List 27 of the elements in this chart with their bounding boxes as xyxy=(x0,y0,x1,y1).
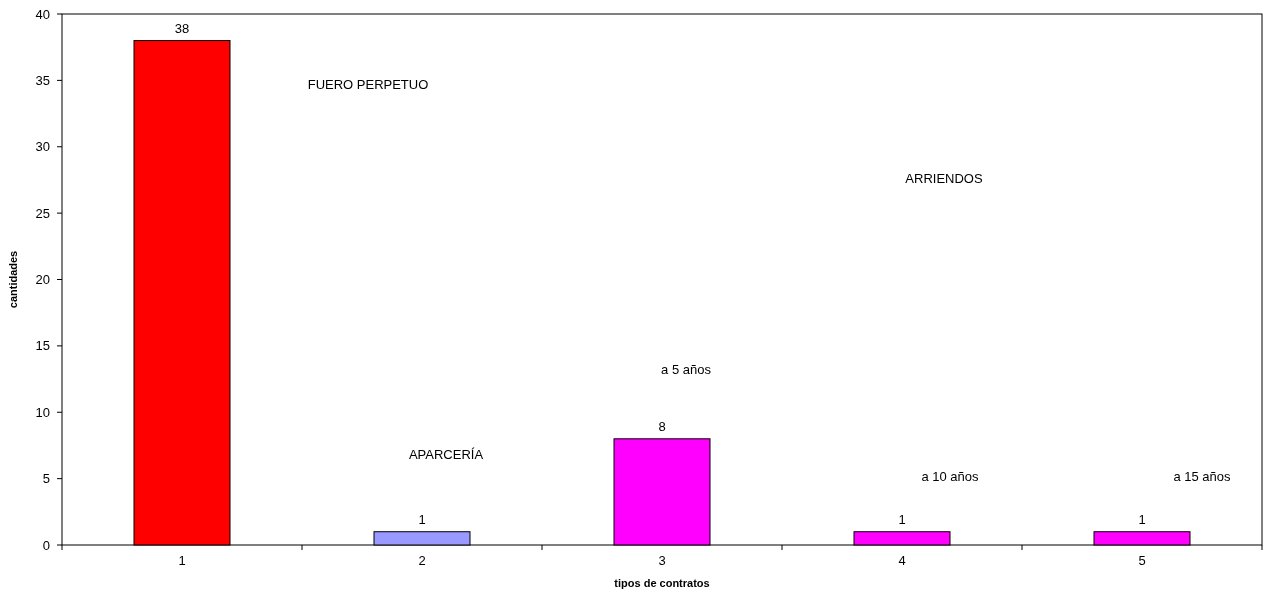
y-tick-label: 25 xyxy=(35,205,50,221)
annotation: ARRIENDOS xyxy=(905,171,983,187)
annotation: a 15 años xyxy=(1173,468,1232,484)
y-tick-label: 20 xyxy=(35,272,50,288)
annotation: a 5 años xyxy=(661,362,712,378)
x-tick-label: 3 xyxy=(658,553,666,568)
x-tick-label: 4 xyxy=(898,553,906,568)
x-tick-label: 1 xyxy=(178,553,186,568)
data-label: 1 xyxy=(1138,511,1146,527)
y-tick-label: 0 xyxy=(42,537,50,553)
y-tick-label: 10 xyxy=(35,404,50,420)
data-label: 38 xyxy=(174,20,190,36)
annotation: FUERO PERPETUO xyxy=(307,77,429,93)
x-tick-label: 5 xyxy=(1138,553,1146,568)
y-axis-title: cantidades xyxy=(7,250,19,309)
x-axis-title: tipos de contratos xyxy=(614,577,710,589)
annotation: APARCERÍA xyxy=(408,447,484,463)
y-tick-label: 30 xyxy=(35,139,50,155)
y-tick-label: 40 xyxy=(35,6,50,22)
annotation: a 10 años xyxy=(921,468,980,484)
y-tick-label: 15 xyxy=(35,338,50,354)
data-label: 1 xyxy=(898,511,906,527)
y-tick-label: 5 xyxy=(42,471,50,487)
data-label: 1 xyxy=(418,511,426,527)
x-tick-label: 2 xyxy=(418,553,426,568)
data-label: 8 xyxy=(658,418,666,434)
y-tick-label: 35 xyxy=(35,72,50,88)
